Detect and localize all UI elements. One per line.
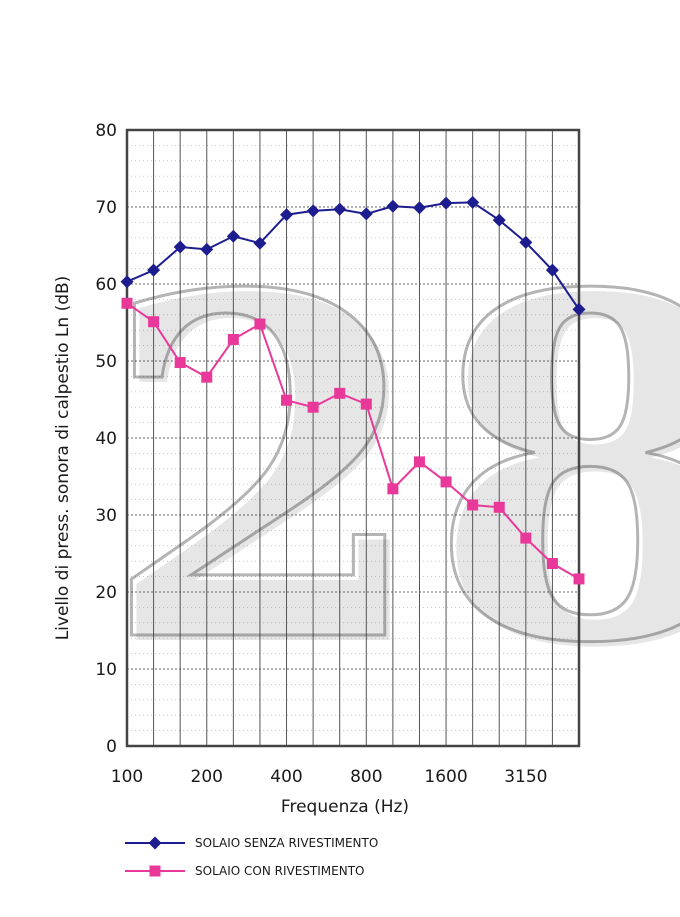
x-tick-label: 1600 <box>424 767 467 787</box>
series-2-point <box>387 483 399 495</box>
series-1 <box>120 195 586 316</box>
legend-item: SOLAIO SENZA RIVESTIMENTO <box>125 836 378 850</box>
y-tick-label: 80 <box>95 121 117 141</box>
grid <box>126 129 580 747</box>
series-2-point <box>281 394 293 406</box>
y-tick-label: 0 <box>106 737 117 757</box>
y-tick-label: 40 <box>95 429 117 449</box>
series-1-point <box>359 207 373 221</box>
series-1-point <box>439 196 453 210</box>
series-2 <box>121 297 585 585</box>
y-tick-label: 20 <box>95 583 117 603</box>
legend-label: SOLAIO CON RIVESTIMENTO <box>195 864 365 878</box>
series-1-point <box>173 240 187 254</box>
legend-item: SOLAIO CON RIVESTIMENTO <box>125 864 365 878</box>
series-1-point <box>120 275 134 289</box>
y-tick-label: 70 <box>95 198 117 218</box>
series-1-point <box>386 199 400 213</box>
x-tick-label: 200 <box>191 767 223 787</box>
decorative-number-outline: 28 <box>100 194 680 746</box>
legend: SOLAIO SENZA RIVESTIMENTO SOLAIO CON RIVE… <box>125 836 378 878</box>
series-1-point <box>226 229 240 243</box>
series-2-point <box>467 499 479 511</box>
legend-label: SOLAIO SENZA RIVESTIMENTO <box>195 836 378 850</box>
series-1-point <box>306 204 320 218</box>
x-tick-label: 3150 <box>504 767 547 787</box>
series-2-point <box>520 532 532 544</box>
plot-frame <box>125 128 581 748</box>
series-1-point <box>280 208 294 222</box>
series-2-point <box>148 316 160 328</box>
series-2-point <box>254 318 266 330</box>
series-1-point <box>545 263 559 277</box>
decorative-number-overlay: 28 <box>99 193 680 748</box>
series-2-point <box>227 333 239 345</box>
series-1-point <box>572 302 586 316</box>
series-2-point <box>307 401 319 413</box>
series-2-point <box>413 456 425 468</box>
y-tick-label: 10 <box>95 660 117 680</box>
y-tick-label: 60 <box>95 275 117 295</box>
series-2-point <box>573 573 585 585</box>
series-2-point <box>440 476 452 488</box>
series-1-point <box>147 263 161 277</box>
series-1-point <box>333 202 347 216</box>
series-1-point <box>519 235 533 249</box>
series-1-point <box>253 236 267 250</box>
series-layer <box>120 195 586 585</box>
series-1-point <box>492 213 506 227</box>
series-1-point <box>466 195 480 209</box>
series-2-point <box>360 398 372 410</box>
series-2-point <box>201 371 213 383</box>
y-axis: 0 10 20 30 40 50 60 70 80 <box>95 121 117 757</box>
series-2-point <box>121 297 133 309</box>
y-axis-label: Livello di press. sonora di calpestio Ln… <box>53 276 73 641</box>
x-tick-label: 400 <box>270 767 302 787</box>
legend-swatch-marker <box>149 865 161 877</box>
series-2-point <box>493 501 505 513</box>
y-tick-label: 30 <box>95 506 117 526</box>
legend-swatch-marker <box>148 836 162 850</box>
x-axis: 100 200 400 800 1600 3150 <box>111 767 548 787</box>
series-2-point <box>546 558 558 570</box>
series-1-point <box>412 201 426 215</box>
series-1-point <box>200 242 214 256</box>
x-axis-label: Frequenza (Hz) <box>281 797 409 817</box>
x-tick-label: 100 <box>111 767 143 787</box>
series-2-point <box>174 357 186 369</box>
series-2-point <box>334 387 346 399</box>
x-tick-label: 800 <box>350 767 382 787</box>
y-tick-label: 50 <box>95 352 117 372</box>
